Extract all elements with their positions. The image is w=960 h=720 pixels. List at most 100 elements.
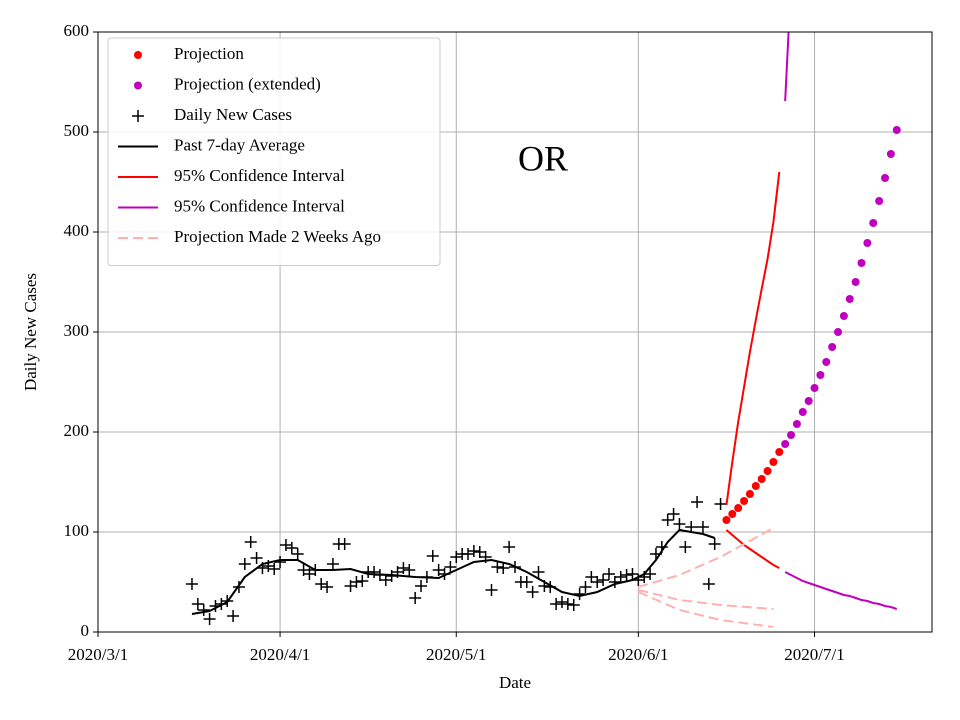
- data-point: [203, 613, 216, 625]
- data-point: [315, 578, 328, 590]
- x-axis-label: Date: [499, 673, 531, 692]
- y-tick-label: 400: [64, 221, 90, 240]
- data-point: [279, 539, 292, 551]
- y-tick-label: 500: [64, 121, 90, 140]
- data-point: [886, 150, 895, 158]
- data-point: [691, 496, 704, 508]
- data-point: [197, 604, 210, 616]
- data-point: [863, 239, 872, 247]
- data-point: [485, 584, 498, 596]
- data-point: [250, 552, 263, 564]
- data-point: [585, 571, 598, 583]
- series-line: [191, 528, 716, 615]
- legend-marker: [132, 110, 144, 122]
- data-point: [244, 536, 257, 548]
- data-point: [810, 384, 819, 392]
- series-line: [638, 589, 774, 610]
- series-line: [725, 529, 780, 569]
- legend-label: 95% Confidence Interval: [174, 196, 345, 215]
- legend-label: Daily New Cases: [174, 105, 292, 124]
- data-point: [763, 467, 772, 475]
- data-point: [597, 574, 610, 586]
- data-point: [573, 588, 586, 600]
- data-point: [227, 610, 240, 622]
- legend: Projection Projection (extended) Daily New…: [107, 37, 441, 266]
- data-point: [839, 312, 848, 320]
- x-tick-label: 2020/3/1: [68, 645, 128, 664]
- data-point: [869, 219, 878, 227]
- y-tick-label: 200: [64, 421, 90, 440]
- data-point: [804, 397, 813, 405]
- data-point: [285, 542, 298, 554]
- data-point: [851, 278, 860, 286]
- y-tick-label: 100: [64, 521, 90, 540]
- data-point: [555, 596, 568, 608]
- data-point: [740, 497, 749, 505]
- legend-marker: [134, 51, 142, 59]
- data-point: [751, 482, 760, 490]
- data-point: [614, 571, 627, 583]
- data-point: [238, 558, 251, 570]
- data-point: [679, 541, 692, 553]
- data-point: [828, 343, 837, 351]
- data-point: [816, 371, 825, 379]
- legend-label: Projection Made 2 Weeks Ago: [174, 227, 381, 246]
- x-tick-label: 2020/4/1: [250, 645, 310, 664]
- data-point: [845, 295, 854, 303]
- data-point: [450, 551, 463, 563]
- data-point: [467, 545, 480, 557]
- data-point: [728, 510, 737, 518]
- data-point: [561, 598, 574, 610]
- data-point: [491, 561, 504, 573]
- y-tick-label: 600: [64, 21, 90, 40]
- data-point: [667, 508, 680, 520]
- annotation: OR: [518, 138, 568, 178]
- x-tick-label: 2020/5/1: [426, 645, 486, 664]
- y-axis-label: Daily New Cases: [21, 273, 40, 391]
- data-point: [714, 498, 727, 510]
- data-point: [781, 440, 790, 448]
- data-point: [350, 576, 363, 588]
- data-point: [792, 420, 801, 428]
- data-point: [321, 581, 334, 593]
- data-point: [268, 563, 281, 575]
- data-point: [409, 592, 422, 604]
- legend-label: Projection: [174, 44, 244, 63]
- data-point: [620, 569, 633, 581]
- data-point: [274, 556, 287, 568]
- ticks: 0 100 200 300 400 500 600 2020/3/1 2020/4/1 2020/…: [64, 21, 845, 664]
- data-point: [892, 126, 901, 134]
- data-point: [326, 558, 339, 570]
- data-point: [444, 561, 457, 573]
- series-line: [637, 591, 774, 628]
- data-point: [644, 568, 657, 580]
- series-line: [784, 571, 898, 610]
- data-point: [608, 576, 621, 588]
- data-point: [462, 548, 475, 560]
- data-point: [881, 174, 890, 182]
- data-point: [520, 576, 533, 588]
- data-point: [426, 550, 439, 562]
- data-point: [497, 562, 510, 574]
- data-point: [626, 568, 639, 580]
- data-point: [769, 458, 778, 466]
- data-point: [356, 575, 369, 587]
- data-point: [708, 538, 721, 550]
- legend-label: Projection (extended): [174, 74, 321, 93]
- data-point: [734, 504, 743, 512]
- data-point: [602, 568, 615, 580]
- data-point: [291, 548, 304, 560]
- data-point: [550, 598, 563, 610]
- series-line: [638, 527, 774, 588]
- data-point: [673, 518, 686, 530]
- legend-frame: [107, 37, 441, 266]
- y-tick-label: 300: [64, 321, 90, 340]
- legend-marker: [134, 81, 142, 90]
- x-tick-label: 2020/6/1: [608, 645, 668, 664]
- data-point: [745, 490, 754, 498]
- y-tick-label: 0: [81, 621, 90, 640]
- data-point: [532, 566, 545, 578]
- data-point: [338, 538, 351, 550]
- data-point: [775, 448, 784, 456]
